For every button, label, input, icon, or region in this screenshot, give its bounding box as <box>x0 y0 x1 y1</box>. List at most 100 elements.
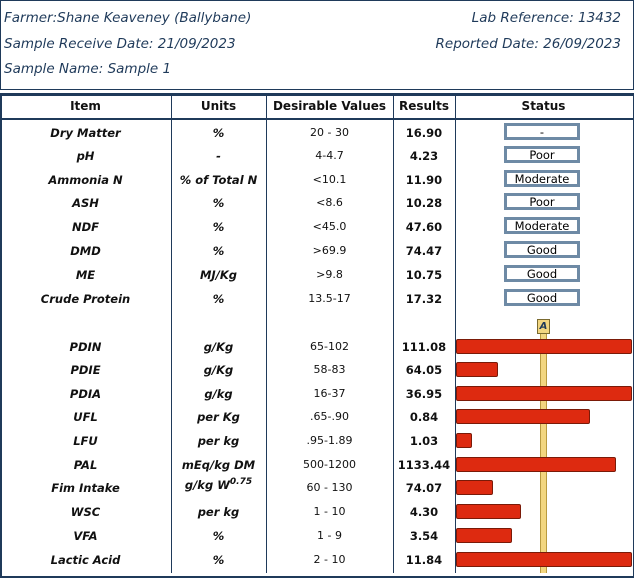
row-result: 0.84 <box>409 410 439 424</box>
row-desirable-value: .65-.90 <box>310 410 349 423</box>
row-desirable-value: 4-4.7 <box>315 149 344 162</box>
row-item: Crude Protein <box>40 292 131 306</box>
row-item: Ammonia N <box>48 173 123 187</box>
row-result: 16.90 <box>405 126 443 140</box>
row-desirable-value: 13.5-17 <box>308 292 351 305</box>
result-bar <box>456 457 616 472</box>
result-bar <box>456 433 472 448</box>
result-bar <box>456 480 493 495</box>
reference-line <box>540 333 547 573</box>
row-desirable-value: 60 - 130 <box>306 481 353 494</box>
row-desirable-value: .95-1.89 <box>306 434 353 447</box>
column-header-desirable: Desirable Values <box>272 99 387 113</box>
column-divider <box>266 95 267 573</box>
row-item: PDIN <box>69 340 102 354</box>
row-units: % <box>212 553 225 567</box>
row-result: 11.84 <box>405 553 443 567</box>
row-item: Dry Matter <box>50 126 121 140</box>
reported-date: Reported Date: 26/09/2023 <box>435 36 621 52</box>
result-bar <box>456 528 512 543</box>
row-units: % <box>212 196 225 210</box>
row-desirable-value: 58-83 <box>313 363 346 376</box>
row-item: VFA <box>73 529 98 543</box>
row-result: 4.23 <box>409 149 439 163</box>
row-result: 1.03 <box>409 434 439 448</box>
row-result: 74.07 <box>405 481 443 495</box>
column-divider <box>393 95 394 573</box>
row-result: 74.47 <box>405 244 443 258</box>
result-bar <box>456 552 632 567</box>
column-header-results: Results <box>398 99 450 113</box>
row-units-base: g/kg W <box>184 477 230 492</box>
row-item: DMD <box>70 244 101 258</box>
farmer-name: Farmer:Shane Keaveney (Ballybane) <box>4 10 252 26</box>
column-header-item: Item <box>70 99 101 113</box>
row-result: 11.90 <box>405 173 443 187</box>
result-bar <box>456 409 590 424</box>
row-units: per kg <box>197 434 240 448</box>
row-item: PDIE <box>70 363 101 377</box>
row-desirable-value: <45.0 <box>312 220 347 233</box>
row-result: 10.28 <box>405 196 443 210</box>
status-badge: Good <box>504 289 580 306</box>
result-bar <box>456 386 632 401</box>
row-units: per Kg <box>197 410 240 424</box>
row-result: 64.05 <box>405 363 443 377</box>
sample-name: Sample Name: Sample 1 <box>4 61 172 77</box>
status-badge: Moderate <box>504 170 580 187</box>
row-item: WSC <box>70 505 101 519</box>
status-badge: Poor <box>504 193 580 210</box>
row-units: g/Kg <box>203 340 234 354</box>
lab-reference: Lab Reference: 13432 <box>471 10 621 26</box>
result-bar <box>456 504 521 519</box>
row-units: MJ/Kg <box>199 268 238 282</box>
result-bar <box>456 362 498 377</box>
row-desirable-value: >69.9 <box>312 244 347 257</box>
row-desirable-value: <8.6 <box>316 196 343 209</box>
row-desirable-value: 65-102 <box>310 340 349 353</box>
status-badge: Poor <box>504 146 580 163</box>
status-badge: Good <box>504 265 580 282</box>
row-item: pH <box>76 149 95 163</box>
row-result: 47.60 <box>405 220 443 234</box>
row-units: % <box>212 529 225 543</box>
row-units: g/kg W0.75 <box>171 477 266 492</box>
row-units: % <box>212 244 225 258</box>
column-divider <box>171 95 172 573</box>
row-item: ASH <box>72 196 99 210</box>
status-badge: Moderate <box>504 217 580 234</box>
row-desirable-value: 500-1200 <box>303 458 356 471</box>
sample-receive-date: Sample Receive Date: 21/09/2023 <box>4 36 236 52</box>
row-units: % <box>212 126 225 140</box>
row-item: LFU <box>73 434 98 448</box>
column-header-status: Status <box>521 99 566 113</box>
row-result: 3.54 <box>409 529 439 543</box>
row-units: % of Total N <box>179 173 258 187</box>
row-desirable-value: 16-37 <box>313 387 346 400</box>
header-divider <box>0 118 634 120</box>
status-badge: Good <box>504 241 580 258</box>
row-units: g/kg <box>204 387 233 401</box>
row-units: % <box>212 292 225 306</box>
row-units: per kg <box>197 505 240 519</box>
reference-marker: A <box>537 319 550 334</box>
row-item: UFL <box>73 410 98 424</box>
row-result: 36.95 <box>405 387 443 401</box>
row-result: 10.75 <box>405 268 443 282</box>
row-result: 4.30 <box>409 505 439 519</box>
row-desirable-value: >9.8 <box>316 268 343 281</box>
status-badge: - <box>504 123 580 140</box>
row-units-exponent: 0.75 <box>229 477 253 487</box>
row-desirable-value: 1 - 10 <box>313 505 346 518</box>
column-header-units: Units <box>200 99 237 113</box>
row-desirable-value: 20 - 30 <box>310 126 349 139</box>
row-item: PDIA <box>69 387 102 401</box>
row-desirable-value: <10.1 <box>312 173 347 186</box>
result-bar <box>456 339 632 354</box>
row-result: 111.08 <box>401 340 447 354</box>
row-item: ME <box>75 268 96 282</box>
column-divider <box>455 95 456 573</box>
row-result: 17.32 <box>405 292 443 306</box>
row-units: % <box>212 220 225 234</box>
row-result: 1133.44 <box>397 458 451 472</box>
